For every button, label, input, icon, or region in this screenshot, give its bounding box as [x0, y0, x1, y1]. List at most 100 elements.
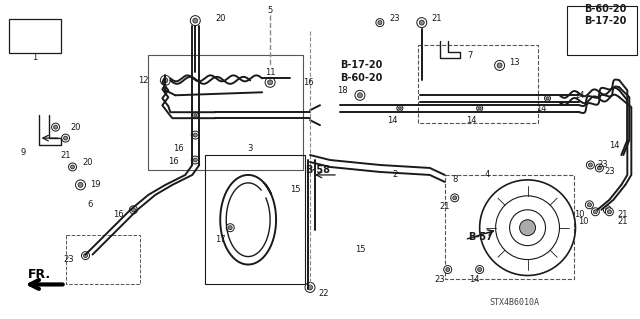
Text: 7: 7 [468, 51, 473, 60]
Circle shape [397, 105, 403, 111]
Text: 23: 23 [390, 14, 401, 23]
Bar [9, 19, 61, 54]
Circle shape [604, 206, 611, 214]
Circle shape [477, 105, 483, 111]
Text: 21: 21 [60, 151, 71, 160]
Circle shape [586, 201, 593, 209]
Text: 22: 22 [318, 289, 328, 298]
Text: 15: 15 [355, 245, 365, 254]
Text: 14: 14 [467, 116, 477, 125]
Text: 20: 20 [215, 14, 226, 23]
Text: 23: 23 [597, 160, 608, 169]
Text: B-60-20: B-60-20 [584, 4, 627, 14]
Circle shape [495, 60, 504, 70]
Circle shape [591, 208, 600, 216]
Text: 23: 23 [63, 255, 74, 264]
Circle shape [308, 285, 312, 290]
Text: 16: 16 [173, 144, 184, 152]
Circle shape [597, 166, 602, 170]
Circle shape [194, 114, 196, 117]
Circle shape [398, 107, 401, 110]
Circle shape [129, 206, 138, 214]
Circle shape [445, 268, 450, 271]
Text: 21: 21 [618, 210, 628, 219]
Circle shape [605, 208, 613, 216]
Circle shape [520, 220, 536, 236]
Circle shape [191, 156, 199, 164]
Circle shape [81, 252, 90, 260]
Text: 8: 8 [452, 175, 458, 184]
Text: 23: 23 [604, 167, 615, 176]
Text: 19: 19 [90, 180, 101, 189]
Circle shape [305, 282, 315, 293]
Circle shape [497, 63, 502, 68]
Circle shape [193, 158, 197, 162]
Circle shape [193, 18, 198, 23]
Circle shape [193, 133, 197, 137]
Bar [148, 56, 303, 170]
Circle shape [546, 97, 549, 100]
Circle shape [228, 226, 232, 230]
Text: B-17-20: B-17-20 [584, 16, 627, 26]
Text: 14: 14 [536, 104, 547, 113]
Circle shape [131, 208, 136, 212]
Text: 1: 1 [32, 54, 37, 63]
Text: 21: 21 [432, 14, 442, 23]
Circle shape [476, 265, 484, 273]
Text: 10: 10 [578, 217, 589, 226]
Circle shape [355, 90, 365, 100]
Bar [568, 6, 637, 56]
Text: B-58: B-58 [305, 165, 330, 175]
Text: 3: 3 [248, 144, 253, 152]
Circle shape [588, 163, 593, 167]
Text: 15: 15 [290, 185, 300, 194]
Circle shape [52, 123, 60, 131]
Circle shape [163, 78, 168, 83]
Circle shape [452, 196, 457, 200]
Text: 11: 11 [265, 68, 275, 77]
Text: 23: 23 [435, 275, 445, 284]
Circle shape [190, 16, 200, 26]
Circle shape [68, 163, 77, 171]
Bar [205, 155, 305, 285]
Text: 14: 14 [387, 116, 397, 125]
Text: 14: 14 [574, 91, 585, 100]
Text: 5: 5 [268, 6, 273, 15]
Text: 16: 16 [303, 78, 314, 87]
Text: 12: 12 [138, 76, 148, 85]
Circle shape [191, 131, 199, 139]
Text: 4: 4 [485, 170, 490, 179]
Text: 6: 6 [88, 200, 93, 209]
Text: 16: 16 [113, 210, 124, 219]
Text: 18: 18 [337, 86, 348, 95]
Text: 16: 16 [168, 158, 179, 167]
Text: 14: 14 [469, 275, 480, 284]
Circle shape [226, 224, 234, 232]
Circle shape [595, 164, 604, 172]
Text: STX4B6010A: STX4B6010A [490, 298, 540, 307]
Circle shape [545, 95, 550, 101]
Text: 10: 10 [574, 210, 585, 219]
Circle shape [192, 112, 198, 118]
Circle shape [54, 125, 58, 129]
Text: 21: 21 [440, 202, 450, 211]
Circle shape [357, 93, 362, 98]
Text: 2: 2 [392, 170, 397, 179]
Circle shape [63, 136, 68, 140]
Circle shape [76, 180, 86, 190]
Circle shape [268, 80, 273, 85]
Circle shape [444, 265, 452, 273]
Text: 9: 9 [20, 147, 25, 157]
Circle shape [70, 165, 74, 169]
Circle shape [419, 20, 424, 25]
Circle shape [588, 203, 591, 207]
Circle shape [451, 194, 459, 202]
Text: 14: 14 [609, 141, 620, 150]
Circle shape [477, 268, 482, 271]
Text: B-60-20: B-60-20 [340, 73, 382, 83]
Text: 20: 20 [70, 122, 81, 132]
Circle shape [265, 78, 275, 87]
Bar [418, 46, 538, 123]
Circle shape [78, 182, 83, 187]
Circle shape [586, 161, 595, 169]
